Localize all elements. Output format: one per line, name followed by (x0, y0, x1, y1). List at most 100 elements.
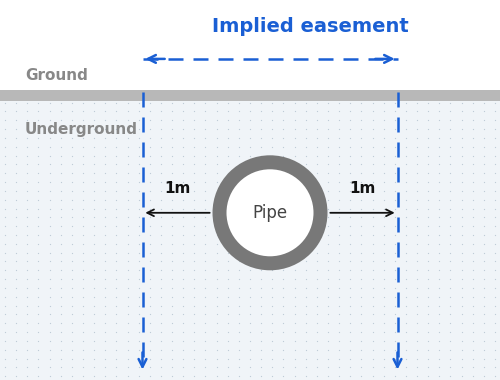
Point (34, 276, 42, 282)
Point (46, 232, 54, 238)
Point (413, 126, 421, 132)
Point (157, 162, 165, 168)
Point (468, 294, 476, 300)
Point (313, 223, 321, 229)
Point (402, 241, 410, 247)
Point (313, 241, 321, 247)
Point (190, 338, 198, 344)
Point (346, 356, 354, 362)
Point (335, 232, 343, 238)
Point (202, 320, 209, 326)
Point (313, 188, 321, 194)
Point (46, 311, 54, 317)
Point (368, 294, 376, 300)
Point (480, 232, 488, 238)
Point (235, 152, 243, 158)
Point (224, 338, 232, 344)
Point (212, 223, 220, 229)
Point (302, 294, 310, 300)
Point (224, 117, 232, 123)
Point (134, 232, 142, 238)
Point (212, 364, 220, 370)
Point (290, 294, 298, 300)
Point (391, 267, 399, 273)
Point (34, 338, 42, 344)
Point (324, 258, 332, 264)
Point (46, 188, 54, 194)
Point (480, 223, 488, 229)
Point (402, 117, 410, 123)
Point (391, 294, 399, 300)
Point (79, 302, 87, 309)
Point (190, 214, 198, 220)
Point (302, 206, 310, 212)
Point (68, 311, 76, 317)
Point (491, 100, 499, 106)
Point (224, 276, 232, 282)
Point (34, 232, 42, 238)
Point (335, 108, 343, 114)
Point (179, 170, 187, 176)
Point (324, 152, 332, 158)
Point (46, 162, 54, 168)
Point (290, 285, 298, 291)
Point (335, 188, 343, 194)
Point (79, 276, 87, 282)
Point (90, 100, 98, 106)
Point (368, 179, 376, 185)
Point (324, 206, 332, 212)
Point (346, 223, 354, 229)
Point (358, 170, 366, 176)
Point (202, 232, 209, 238)
Point (246, 188, 254, 194)
Point (79, 188, 87, 194)
Point (224, 285, 232, 291)
Point (268, 162, 276, 168)
Point (257, 179, 265, 185)
Point (112, 223, 120, 229)
Point (368, 232, 376, 238)
Point (90, 364, 98, 370)
Point (1, 347, 9, 353)
Point (212, 302, 220, 309)
Point (268, 206, 276, 212)
Point (157, 320, 165, 326)
Point (458, 135, 466, 141)
Point (302, 311, 310, 317)
Point (56, 276, 64, 282)
Point (458, 144, 466, 150)
Point (446, 196, 454, 203)
Point (436, 126, 444, 132)
Point (413, 223, 421, 229)
Point (324, 285, 332, 291)
Point (468, 144, 476, 150)
Point (212, 373, 220, 379)
Point (46, 320, 54, 326)
Point (268, 100, 276, 106)
Point (56, 356, 64, 362)
Point (346, 144, 354, 150)
Point (302, 258, 310, 264)
Point (290, 267, 298, 273)
Point (1, 258, 9, 264)
Point (202, 135, 209, 141)
Point (212, 347, 220, 353)
Point (24, 241, 32, 247)
Point (212, 267, 220, 273)
Point (12, 302, 20, 309)
Point (212, 276, 220, 282)
Bar (0, 0, 500, 90)
Point (12, 108, 20, 114)
Point (436, 214, 444, 220)
Point (12, 250, 20, 256)
Point (79, 135, 87, 141)
Point (380, 144, 388, 150)
Point (346, 250, 354, 256)
Point (56, 126, 64, 132)
Point (480, 179, 488, 185)
Point (491, 276, 499, 282)
Point (424, 100, 432, 106)
Point (413, 241, 421, 247)
Point (79, 311, 87, 317)
Point (168, 276, 176, 282)
